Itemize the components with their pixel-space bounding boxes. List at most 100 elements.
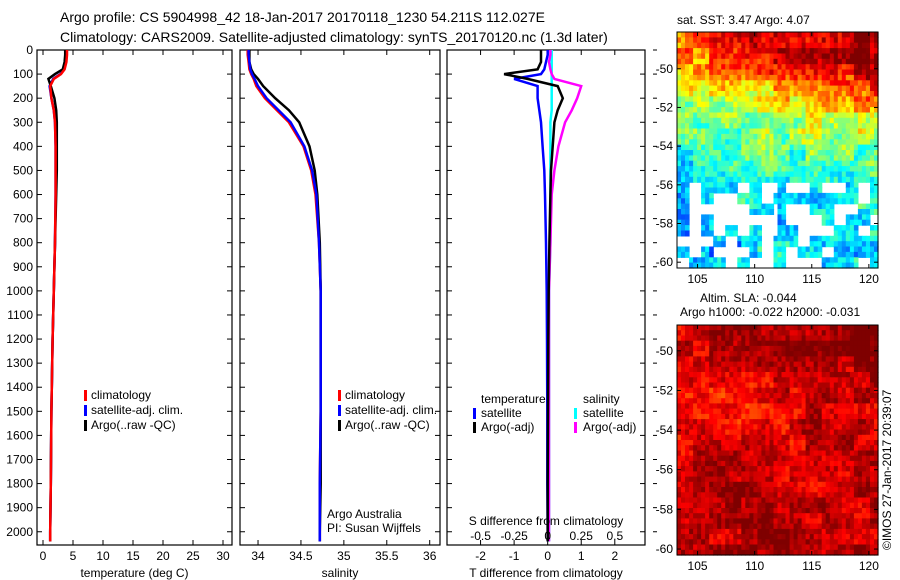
heatmap-cell xyxy=(745,549,750,556)
heatmap-cell xyxy=(845,123,851,130)
heatmap-cell xyxy=(853,534,859,540)
heatmap-cell xyxy=(825,345,831,352)
heatmap-cell xyxy=(821,460,827,467)
heatmap-cell xyxy=(745,171,750,178)
heatmap-cell xyxy=(857,214,863,221)
heatmap-cell xyxy=(797,487,803,493)
heatmap-cell xyxy=(841,413,847,420)
heatmap-cell xyxy=(797,123,803,130)
heatmap-cell xyxy=(737,340,742,347)
heatmap-cell xyxy=(741,528,746,535)
heatmap-cell xyxy=(761,523,766,530)
heatmap-cell xyxy=(721,528,726,535)
heatmap-cell xyxy=(769,387,775,394)
heatmap-cell xyxy=(837,460,843,467)
heatmap-cell xyxy=(773,408,779,415)
heatmap-cell xyxy=(870,513,875,519)
heatmap-cell xyxy=(865,445,871,451)
heatmap-cell xyxy=(829,235,835,242)
heatmap-cell xyxy=(729,225,734,232)
heatmap-cell xyxy=(761,539,766,546)
heatmap-cell xyxy=(785,101,791,108)
heatmap-cell xyxy=(701,549,706,556)
heatmap-cell xyxy=(785,85,791,92)
heatmap-cell xyxy=(689,101,694,108)
heatmap-cell xyxy=(865,214,871,221)
heatmap-cell xyxy=(817,123,823,130)
heatmap-cell xyxy=(765,445,770,451)
heatmap-cell xyxy=(817,171,823,178)
heatmap-cell xyxy=(689,539,694,546)
heatmap-cell xyxy=(781,32,787,38)
heatmap-cell xyxy=(681,481,686,488)
heatmap-cell xyxy=(841,361,847,368)
heatmap-cell xyxy=(741,440,746,446)
heatmap-cell xyxy=(777,246,783,253)
heatmap-cell xyxy=(853,58,859,65)
heatmap-cell xyxy=(861,523,867,530)
heatmap-cell xyxy=(761,434,766,441)
heatmap-cell xyxy=(685,335,690,342)
heatmap-cell xyxy=(874,523,879,530)
heatmap-cell xyxy=(737,330,742,336)
heatmap-cell xyxy=(841,544,847,551)
heatmap-cell xyxy=(825,58,831,65)
heatmap-cell xyxy=(769,37,775,44)
heatmap-cell xyxy=(757,112,762,119)
heatmap-cell xyxy=(777,133,783,140)
heatmap-cell xyxy=(689,403,694,410)
heatmap-cell xyxy=(825,377,831,384)
heatmap-cell xyxy=(841,241,847,248)
heatmap-cell xyxy=(717,330,722,336)
heatmap-cell xyxy=(721,42,726,49)
heatmap-cell xyxy=(874,460,879,467)
heatmap-cell xyxy=(693,325,698,331)
heatmap-cell xyxy=(705,387,710,394)
heatmap-cell xyxy=(829,351,835,357)
heatmap-cell xyxy=(753,241,758,248)
heatmap-cell xyxy=(761,487,766,493)
heatmap-cell xyxy=(837,393,843,399)
heatmap-cell xyxy=(745,366,750,373)
heatmap-cell xyxy=(737,434,742,441)
heatmap-cell xyxy=(785,508,791,514)
heatmap-cell xyxy=(793,155,799,162)
heatmap-cell xyxy=(849,450,855,457)
x-tick-label: -1 xyxy=(509,549,520,563)
heatmap-cell xyxy=(769,133,775,140)
heatmap-cell xyxy=(801,53,807,60)
heatmap-cell xyxy=(725,133,730,140)
y-tick-label: 1200 xyxy=(6,332,33,346)
heatmap-cell xyxy=(761,445,766,451)
heatmap-cell xyxy=(801,107,807,114)
heatmap-cell xyxy=(741,518,746,525)
heatmap-cell xyxy=(849,37,855,44)
heatmap-cell xyxy=(793,42,799,49)
legend-swatch xyxy=(473,408,476,419)
heatmap-cell xyxy=(713,112,718,119)
heatmap-cell xyxy=(801,48,807,55)
heatmap-cell xyxy=(837,192,843,199)
heatmap-cell xyxy=(765,176,770,183)
heatmap-cell xyxy=(769,330,775,336)
heatmap-cell xyxy=(693,440,698,446)
heatmap-cell xyxy=(761,335,766,342)
heatmap-cell xyxy=(789,112,795,119)
heatmap-cell xyxy=(757,85,762,92)
heatmap-cell xyxy=(681,492,686,499)
heatmap-cell xyxy=(789,325,795,331)
heatmap-cell xyxy=(709,513,714,519)
heatmap-cell xyxy=(793,508,799,514)
heatmap-cell xyxy=(685,361,690,368)
heatmap-cell xyxy=(701,64,706,71)
heatmap-cell xyxy=(817,361,823,368)
heatmap-cell xyxy=(701,192,706,199)
heatmap-cell xyxy=(713,393,718,399)
heatmap-cell xyxy=(857,513,863,519)
heatmap-cell xyxy=(813,128,819,135)
heatmap-cell xyxy=(825,171,831,178)
heatmap-cell xyxy=(849,96,855,103)
heatmap-cell xyxy=(849,246,855,253)
heatmap-cell xyxy=(785,518,791,525)
heatmap-cell xyxy=(709,74,714,81)
